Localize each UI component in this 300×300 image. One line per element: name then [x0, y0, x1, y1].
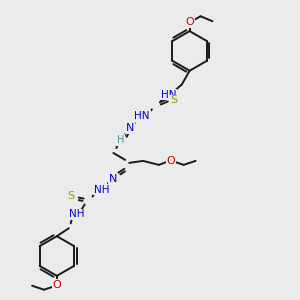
- Text: HN: HN: [161, 89, 177, 100]
- Text: S: S: [67, 190, 74, 201]
- Text: O: O: [52, 280, 61, 290]
- Text: N: N: [109, 174, 118, 184]
- Text: O: O: [185, 17, 194, 27]
- Text: S: S: [170, 95, 177, 106]
- Text: N: N: [126, 123, 134, 133]
- Text: NH: NH: [69, 209, 84, 219]
- Text: O: O: [167, 156, 175, 166]
- Text: H: H: [117, 135, 124, 145]
- Text: HN: HN: [134, 111, 150, 121]
- Text: NH: NH: [94, 184, 109, 195]
